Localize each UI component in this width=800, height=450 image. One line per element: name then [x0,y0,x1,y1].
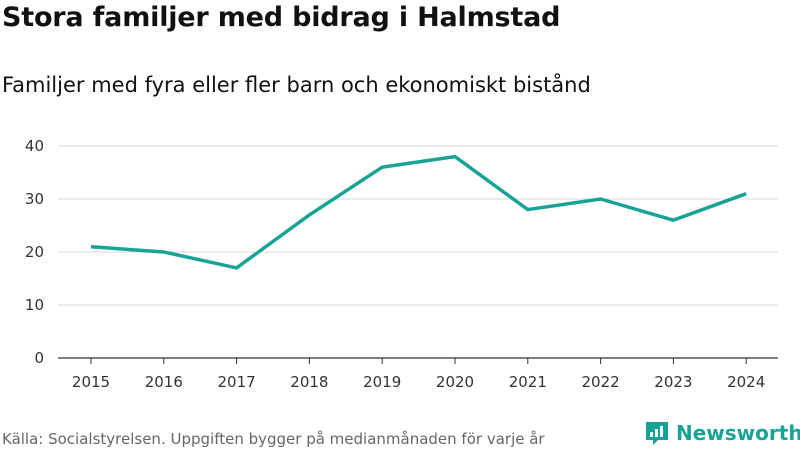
x-tick-label: 2021 [509,373,547,391]
y-tick-label: 20 [25,243,44,261]
series-line [90,154,747,270]
chart-title: Stora familjer med bidrag i Halmstad [2,2,561,33]
newsworthy-logo-icon [646,422,668,445]
chart-subtitle: Familjer med fyra eller fler barn och ek… [2,73,591,97]
y-tick-label: 30 [25,190,44,208]
x-tick-label: 2020 [436,373,474,391]
brand-name: Newsworthy [676,421,800,445]
brand-logo[interactable]: Newsworthy [644,420,800,446]
source-note: Källa: Socialstyrelsen. Uppgiften bygger… [2,430,545,448]
y-tick-label: 0 [34,349,44,367]
x-tick-label: 2016 [145,373,183,391]
y-tick-label: 40 [25,137,44,155]
x-tick-label: 2024 [727,373,765,391]
y-tick-label: 10 [25,296,44,314]
x-tick-label: 2018 [290,373,328,391]
x-tick-label: 2017 [218,373,256,391]
x-tick-label: 2015 [72,373,110,391]
line-chart: 0 10 20 30 40 2015 2016 2017 2018 2019 2020 2021 202… [25,137,778,391]
x-tick-label: 2022 [582,373,620,391]
x-tick-label: 2023 [654,373,692,391]
x-tick-label: 2019 [363,373,401,391]
